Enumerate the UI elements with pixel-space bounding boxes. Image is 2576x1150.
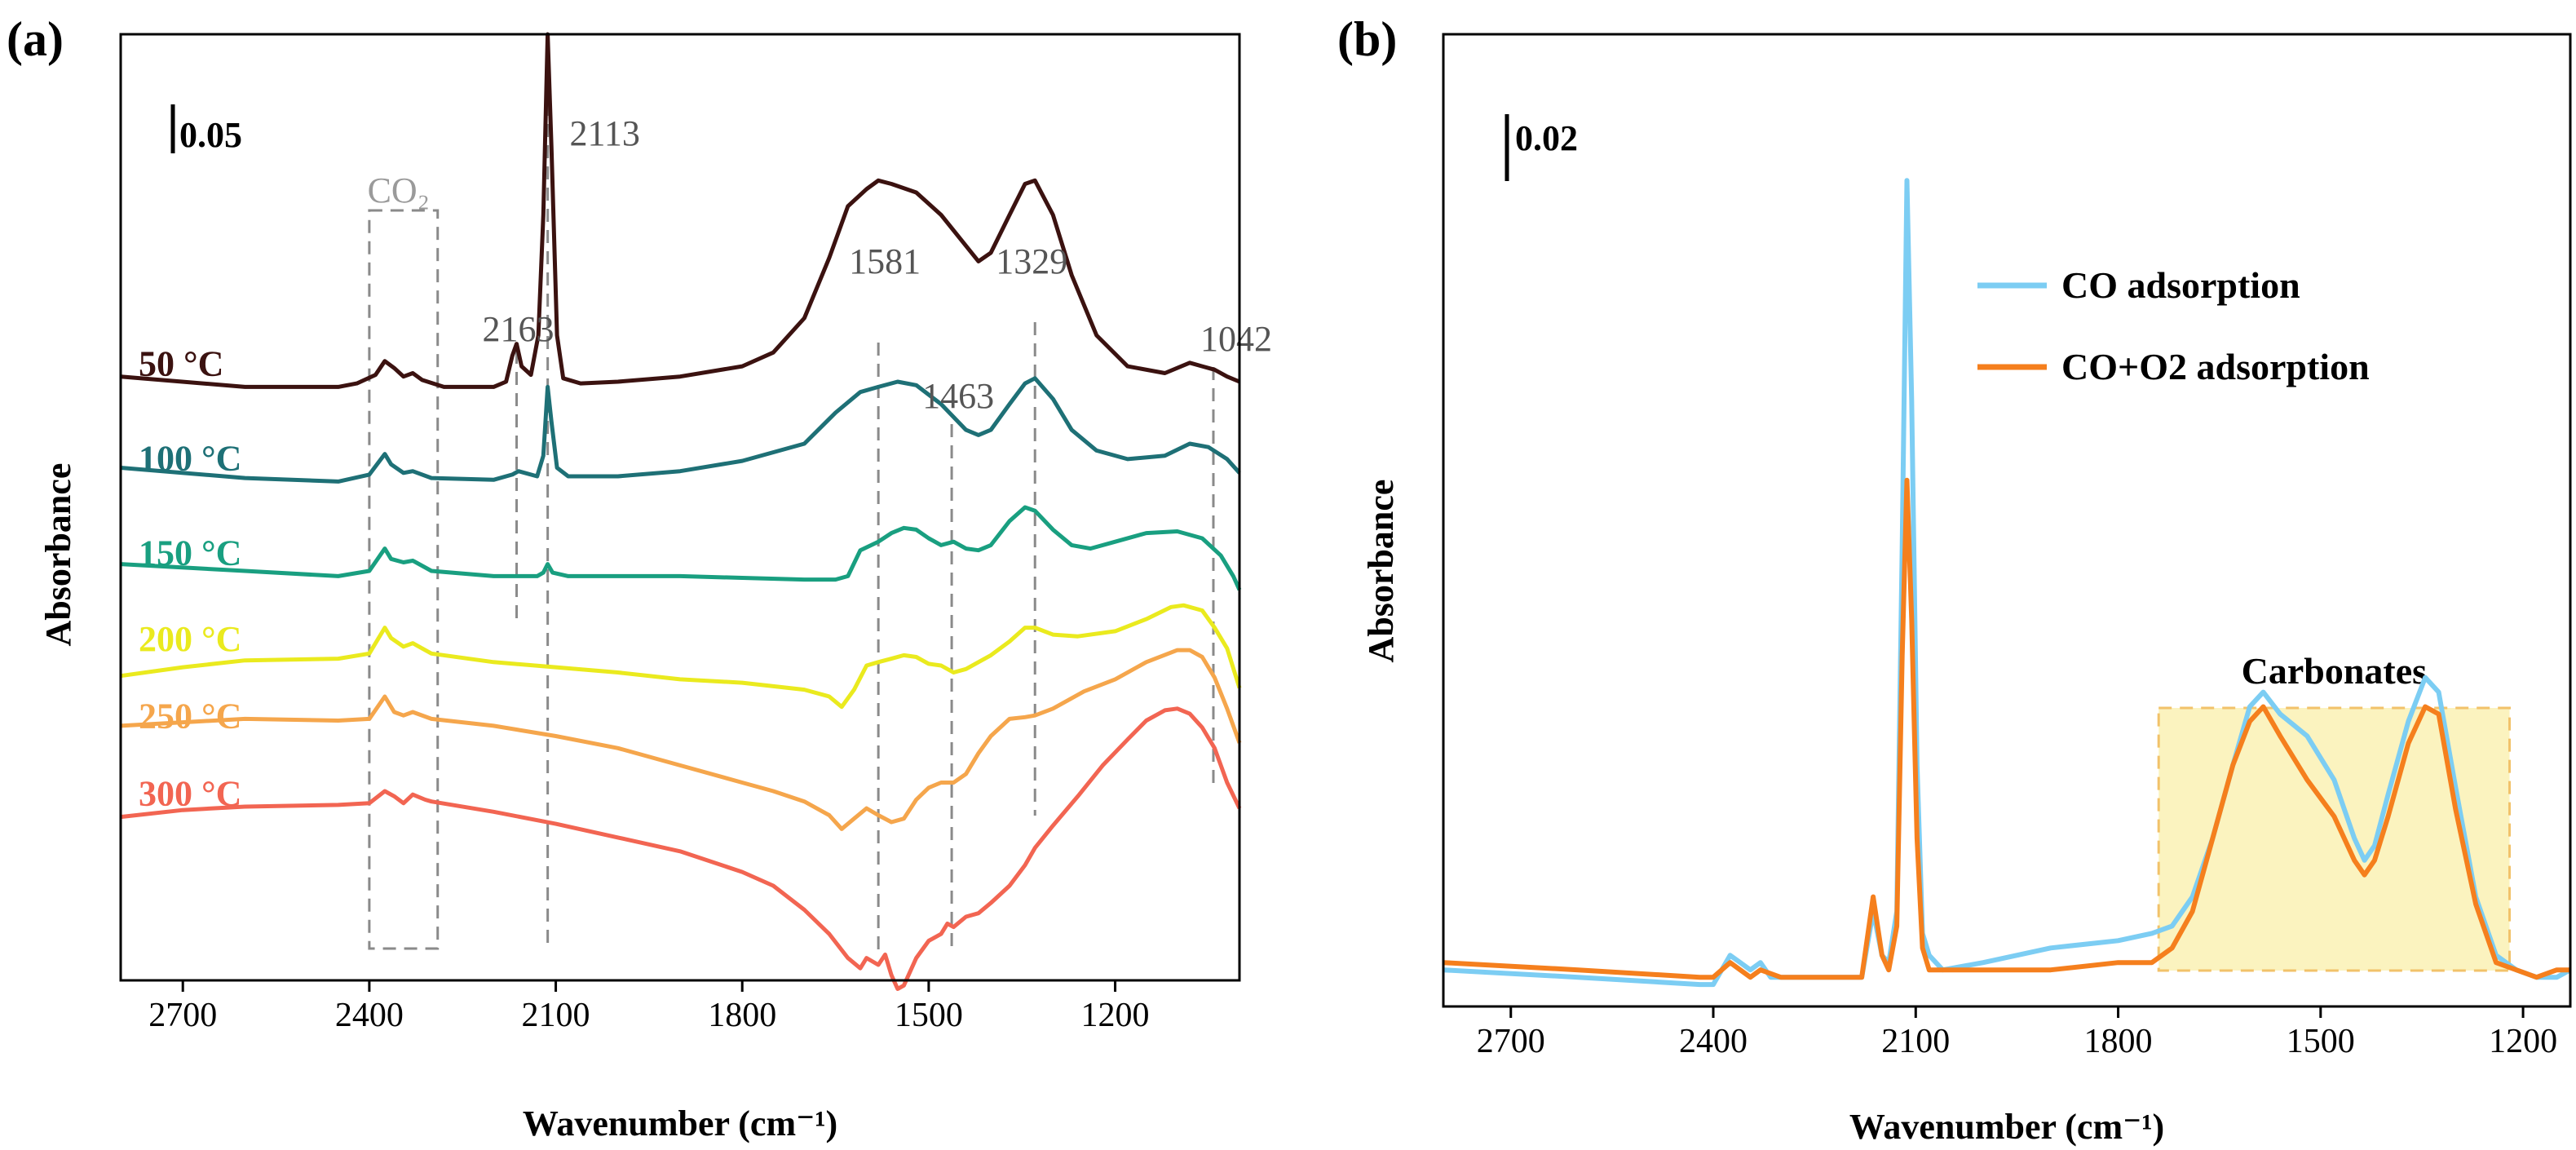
spectrum-a-1 xyxy=(120,376,1241,484)
series-label-a-5: 300 °C xyxy=(139,774,241,814)
x-tick-label-b-2700: 2700 xyxy=(1477,1023,1545,1060)
x-tick-label-b-2100: 2100 xyxy=(1881,1023,1950,1060)
x-tick-label-a-1500: 1500 xyxy=(895,997,963,1034)
spectrum-a-3 xyxy=(120,603,1242,710)
spectra-b xyxy=(1443,178,2572,988)
plot-frame-b xyxy=(1442,33,2572,1008)
co2-region-box xyxy=(368,209,440,950)
co2-region-label: CO₂ xyxy=(368,170,430,210)
spectrum-a-0 xyxy=(120,32,1240,389)
peak-label-2163: 2163 xyxy=(483,309,555,349)
panel-a: (a) CO₂ 50 °C 100 °C 150 °C 200 °C 250 °C 300… xyxy=(7,12,1272,1143)
co2-region: CO₂ xyxy=(368,170,440,950)
series-label-a-2: 150 °C xyxy=(139,533,241,573)
peak-label-1329: 1329 xyxy=(996,241,1067,281)
panel-b: (b) Carbonates 2700 2400 2100 1800 1500 1200 … xyxy=(1337,12,2572,1147)
carbonates-region-label: Carbonates xyxy=(2242,650,2427,692)
peak-label-2113: 2113 xyxy=(569,113,639,153)
x-tick-label-a-1800: 1800 xyxy=(708,997,776,1034)
spectrum-a-4 xyxy=(120,648,1242,831)
spectrum-b-1 xyxy=(1443,477,2570,980)
plot-frame-a xyxy=(119,33,1241,982)
legend-label-1: CO+O2 adsorption xyxy=(2061,346,2370,387)
legend-label-0: CO adsorption xyxy=(2061,264,2300,306)
peak-label-1581: 1581 xyxy=(849,241,921,281)
legend-b: CO adsorption CO+O2 adsorption xyxy=(1977,264,2370,387)
x-tick-label-b-1500: 1500 xyxy=(2287,1023,2355,1060)
spectrum-a-2 xyxy=(120,505,1242,591)
y-axis-label-a: Absorbance xyxy=(38,463,78,647)
spectrum-a-5 xyxy=(120,706,1242,991)
peak-label-1042: 1042 xyxy=(1200,319,1272,359)
panel-label-a: (a) xyxy=(7,12,64,66)
x-tick-label-b-1200: 1200 xyxy=(2489,1023,2557,1060)
series-label-a-4: 250 °C xyxy=(139,697,241,736)
panel-label-b: (b) xyxy=(1337,12,1397,66)
x-axis-ticks-b: 2700 2400 2100 1800 1500 1200 xyxy=(1477,1006,2557,1060)
x-tick-label-a-2700: 2700 xyxy=(148,997,217,1034)
peak-labels-a: 2113 2163 1581 1329 1463 1042 xyxy=(483,113,1272,416)
series-label-a-0: 50 °C xyxy=(139,343,223,383)
x-tick-label-b-2400: 2400 xyxy=(1679,1023,1748,1060)
peak-label-1463: 1463 xyxy=(922,376,994,416)
x-axis-ticks-a: 2700 2400 2100 1800 1500 1200 xyxy=(148,980,1150,1034)
x-tick-label-a-1200: 1200 xyxy=(1081,997,1150,1034)
peak-guide-lines xyxy=(515,82,1215,954)
spectra-a xyxy=(120,32,1242,991)
x-axis-label-a: Wavenumber (cm⁻¹) xyxy=(523,1104,837,1143)
x-tick-label-a-2100: 2100 xyxy=(522,997,590,1034)
scale-bar-label-b: 0.02 xyxy=(1515,118,1578,158)
x-axis-label-b: Wavenumber (cm⁻¹) xyxy=(1849,1107,2164,1147)
x-tick-label-b-1800: 1800 xyxy=(2084,1023,2153,1060)
series-labels-a: 50 °C 100 °C 150 °C 200 °C 250 °C 300 °C xyxy=(139,343,241,813)
x-tick-label-a-2400: 2400 xyxy=(335,997,404,1034)
scale-bar-label-a: 0.05 xyxy=(179,115,242,155)
series-label-a-1: 100 °C xyxy=(139,438,241,478)
series-label-a-3: 200 °C xyxy=(139,619,241,659)
y-axis-label-b: Absorbance xyxy=(1361,480,1401,663)
